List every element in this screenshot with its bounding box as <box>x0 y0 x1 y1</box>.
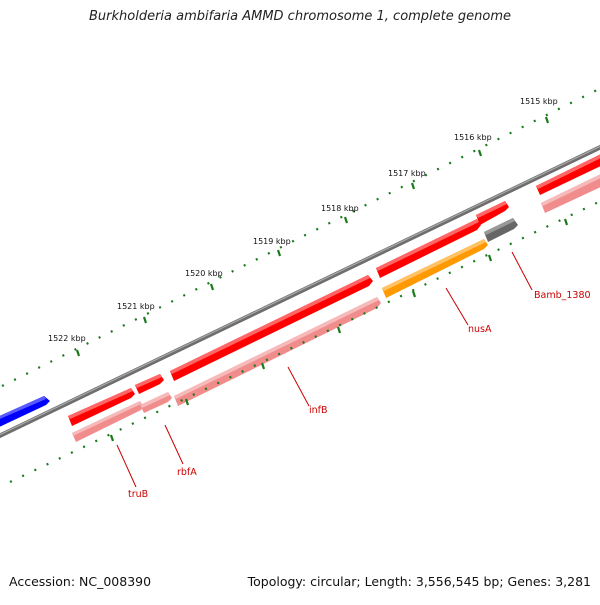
gene-label-rbfa[interactable]: rbfA <box>177 467 197 478</box>
gene-rbfA-forward[interactable] <box>135 374 164 394</box>
gene-label-nusa[interactable]: nusA <box>468 324 492 335</box>
scale-label-1517: 1517 kbp <box>388 169 426 178</box>
gene-truB-forward[interactable] <box>68 388 135 426</box>
accession-text: Accession: NC_008390 <box>9 574 152 589</box>
gene-rbfA-reverse[interactable] <box>140 392 172 413</box>
scale-label-1515: 1515 kbp <box>520 97 558 106</box>
gene-infB-forward[interactable] <box>170 275 373 381</box>
scale-label-1521: 1521 kbp <box>117 302 155 311</box>
forward-genes <box>68 152 600 426</box>
gene-bamb1380-forward[interactable] <box>476 201 509 225</box>
gene-right-forward[interactable] <box>536 152 600 195</box>
gene-infB-reverse[interactable] <box>174 297 381 406</box>
scale-label-1518: 1518 kbp <box>321 204 359 213</box>
reverse-genes <box>72 172 600 442</box>
gene-label-bamb1380[interactable]: Bamb_1380 <box>534 290 591 301</box>
gene-bamb1380-gray[interactable] <box>484 218 518 242</box>
gene-nusA-forward[interactable] <box>376 219 481 278</box>
gene-label-trub[interactable]: truB <box>128 489 148 500</box>
scale-label-1516: 1516 kbp <box>454 133 492 142</box>
inner-major-ticks <box>109 218 569 442</box>
gene-truB-reverse[interactable] <box>72 401 143 442</box>
gene-label-infb[interactable]: infB <box>309 405 328 416</box>
gene-blue[interactable] <box>0 396 50 429</box>
inner-scale-ticks <box>9 200 600 483</box>
scale-label-1522: 1522 kbp <box>48 334 86 343</box>
scale-label-1519: 1519 kbp <box>253 237 291 246</box>
scale-label-1520: 1520 kbp <box>185 269 223 278</box>
genome-backbone <box>0 144 600 439</box>
outer-major-ticks <box>75 116 550 357</box>
genome-summary-text: Topology: circular; Length: 3,556,545 bp… <box>247 574 591 589</box>
gene-right-reverse[interactable] <box>541 172 600 213</box>
map-title: Burkholderia ambifaria AMMD chromosome 1… <box>88 9 512 24</box>
label-leaders <box>116 251 533 488</box>
gene-nusA-orange[interactable] <box>382 239 488 298</box>
gene-labels: truB rbfA infB nusA Bamb_1380 <box>128 290 591 500</box>
scale-labels: 1515 kbp 1516 kbp 1517 kbp 1518 kbp 1519… <box>48 97 558 343</box>
